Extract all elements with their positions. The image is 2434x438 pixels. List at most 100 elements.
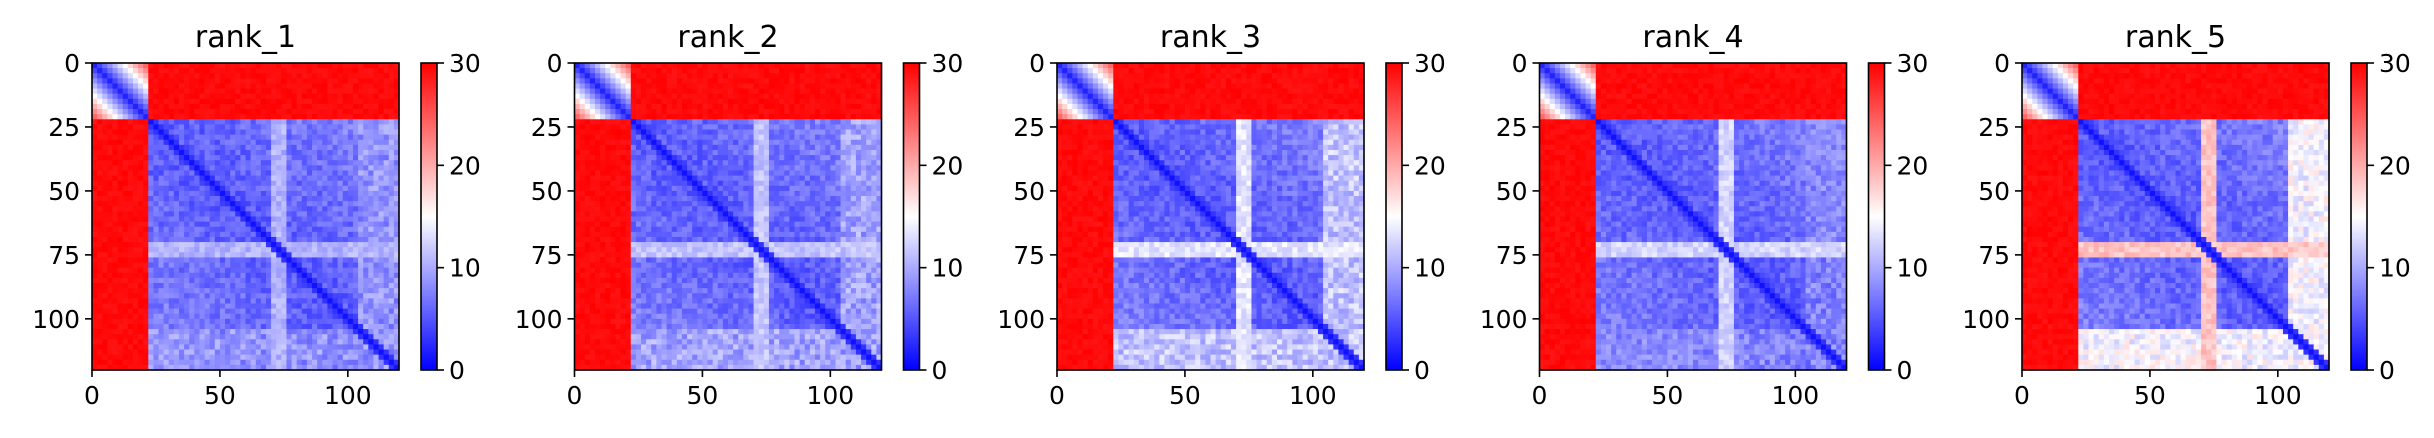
heatmap-cell [702,68,709,74]
heatmap-cell [594,144,601,151]
heatmap-cell [850,124,857,131]
heatmap-cell [291,93,298,100]
heatmap-cell [127,88,134,95]
heatmap-cell [337,73,344,79]
heatmap-cell [168,68,175,74]
heatmap-cell [363,170,369,177]
heatmap-cell [697,103,704,110]
heatmap-cell [209,329,216,335]
heatmap-cell [173,318,180,325]
heatmap-cell [312,231,318,238]
heatmap-cell [605,103,611,110]
heatmap-cell [825,83,831,90]
heatmap-cell [789,165,796,172]
heatmap-cell [245,185,252,192]
heatmap-cell [743,139,750,146]
heatmap-cell [584,63,591,69]
heatmap-cell [204,68,211,74]
heatmap-cell [163,98,170,105]
heatmap-cell [255,144,262,151]
heatmap-cell [301,175,308,182]
heatmap-cell [127,226,134,233]
heatmap-cell [291,114,298,120]
heatmap-cell [620,98,627,105]
heatmap-cell [240,272,247,279]
heatmap-cell [117,149,124,156]
heatmap-cell [286,68,293,74]
heatmap-cell [358,236,364,243]
heatmap-cell [671,144,678,151]
heatmap-cell [255,364,262,371]
heatmap-cell [148,293,154,299]
heatmap-cell [138,283,144,289]
heatmap-cell [163,114,170,120]
heatmap-cell [168,165,175,172]
heatmap-cell [230,242,236,248]
heatmap-cell [240,318,247,325]
heatmap-cell [230,226,236,233]
heatmap-cell [358,180,364,187]
heatmap-cell [276,180,282,187]
heatmap-cell [276,68,282,74]
heatmap-cell [260,63,267,69]
heatmap-cell [148,83,154,90]
heatmap-cell [579,165,586,172]
heatmap-cell [148,298,154,305]
heatmap-cell [271,134,277,141]
heatmap-cell [214,63,221,69]
heatmap-cell [214,354,221,361]
heatmap-cell [143,221,149,228]
heatmap-cell [168,303,175,310]
heatmap-cell [184,288,190,294]
heatmap-cell [378,288,385,294]
heatmap-cell [605,175,611,182]
heatmap-cell [743,144,750,151]
heatmap-cell [312,68,318,74]
heatmap-cell [219,196,226,202]
heatmap-cell [393,242,400,248]
heatmap-cell [646,175,652,182]
heatmap-cell [352,262,359,269]
heatmap-cell [850,134,857,141]
heatmap-cell [717,88,724,95]
heatmap-cell [799,73,806,79]
heatmap-cell [265,129,272,136]
heatmap-cell [352,165,359,172]
heatmap-cell [625,155,632,161]
heatmap-cell [168,160,175,166]
heatmap-cell [306,349,313,356]
heatmap-cell [306,201,313,207]
heatmap-cell [845,93,852,100]
heatmap-cell [112,139,119,146]
heatmap-cell [337,144,344,151]
heatmap-cell [337,226,344,233]
heatmap-cell [296,144,303,151]
heatmap-cell [840,170,847,177]
heatmap-cell [102,236,108,243]
heatmap-cell [97,277,103,284]
heatmap-cell [600,165,606,172]
heatmap-cell [646,129,652,136]
heatmap-cell [358,98,364,105]
heatmap-cell [178,262,185,269]
heatmap-cell [97,93,103,100]
heatmap-cell [347,201,354,207]
heatmap-cell [347,78,354,85]
heatmap-cell [337,354,344,361]
heatmap-cell [194,257,201,264]
heatmap-cell [825,109,831,115]
heatmap-cell [296,329,303,335]
heatmap-cell [866,134,872,141]
heatmap-cell [271,103,277,110]
heatmap-cell [651,68,657,74]
heatmap-cell [117,329,124,335]
heatmap-cell [574,73,581,79]
heatmap-cell [163,364,170,371]
heatmap-cell [850,103,857,110]
heatmap-cell [368,329,375,335]
heatmap-cell [225,262,231,269]
heatmap-cell [112,165,119,172]
heatmap-cell [230,267,236,274]
heatmap-cell [799,98,806,105]
heatmap-cell [132,68,139,74]
